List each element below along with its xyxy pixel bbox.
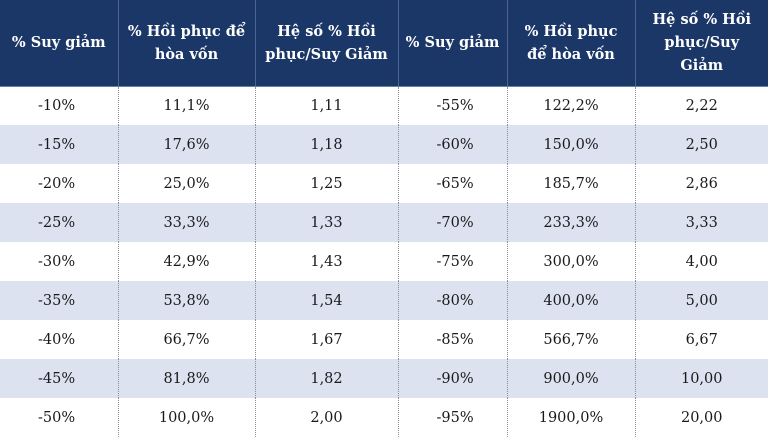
cell-ratio: 1,25 bbox=[255, 164, 399, 203]
cell-ratio: 1,11 bbox=[255, 86, 399, 125]
cell-drawdown: -10% bbox=[0, 86, 119, 125]
header-recovery-right: % Hồi phục để hòa vốn bbox=[507, 0, 636, 87]
header-drawdown-left: % Suy giảm bbox=[0, 0, 119, 87]
cell-recovery: 300,0% bbox=[507, 242, 636, 281]
table-row: -35% 53,8% 1,54 -80% 400,0% 5,00 bbox=[0, 281, 768, 320]
table-row: -25% 33,3% 1,33 -70% 233,3% 3,33 bbox=[0, 203, 768, 242]
cell-recovery: 81,8% bbox=[118, 359, 256, 398]
table-row: -45% 81,8% 1,82 -90% 900,0% 10,00 bbox=[0, 359, 768, 398]
cell-drawdown: -40% bbox=[0, 320, 119, 359]
cell-ratio: 5,00 bbox=[685, 292, 718, 309]
table-row: -30% 42,9% 1,43 -75% 300,0% 4,00 bbox=[0, 242, 768, 281]
cell-recovery: 11,1% bbox=[118, 86, 256, 125]
cell-drawdown: -65% bbox=[398, 164, 508, 203]
cell-ratio: 3,33 bbox=[685, 214, 718, 231]
cell-recovery: 185,7% bbox=[507, 164, 636, 203]
cell-ratio: 10,00 bbox=[680, 370, 723, 387]
header-row: % Suy giảm % Hồi phục để hòa vốn Hệ số %… bbox=[0, 0, 768, 87]
header-ratio-right: Hệ số % Hồi phục/Suy Giảm bbox=[635, 0, 768, 87]
cell-drawdown: -90% bbox=[398, 359, 508, 398]
cell-drawdown: -95% bbox=[398, 398, 508, 437]
table-row: -15% 17,6% 1,18 -60% 150,0% 2,50 bbox=[0, 125, 768, 164]
cell-ratio: 2,22 bbox=[685, 97, 718, 114]
header-ratio-left: Hệ số % Hồi phục/Suy Giảm bbox=[255, 0, 399, 87]
cell-drawdown: -80% bbox=[398, 281, 508, 320]
cell-drawdown: -15% bbox=[0, 125, 119, 164]
cell-recovery: 100,0% bbox=[118, 398, 256, 437]
cell-ratio: 1,43 bbox=[255, 242, 399, 281]
header-drawdown-right: % Suy giảm bbox=[398, 0, 508, 87]
cell-recovery: 150,0% bbox=[507, 125, 636, 164]
cell-drawdown: -85% bbox=[398, 320, 508, 359]
cell-recovery: 17,6% bbox=[118, 125, 256, 164]
cell-recovery: 66,7% bbox=[118, 320, 256, 359]
cell-ratio: 2,50 bbox=[685, 136, 718, 153]
cell-ratio: 2,86 bbox=[685, 175, 718, 192]
header-recovery-left: % Hồi phục để hòa vốn bbox=[118, 0, 256, 87]
table-row: -20% 25,0% 1,25 -65% 185,7% 2,86 bbox=[0, 164, 768, 203]
cell-ratio: 1,82 bbox=[255, 359, 399, 398]
cell-drawdown: -35% bbox=[0, 281, 119, 320]
cell-recovery: 122,2% bbox=[507, 86, 636, 125]
cell-drawdown: -30% bbox=[0, 242, 119, 281]
cell-drawdown: -75% bbox=[398, 242, 508, 281]
cell-recovery: 400,0% bbox=[507, 281, 636, 320]
cell-ratio: 1,67 bbox=[255, 320, 399, 359]
table-row: -10% 11,1% 1,11 -55% 122,2% 2,22 bbox=[0, 86, 768, 125]
cell-recovery: 1900,0% bbox=[507, 398, 636, 437]
cell-ratio: 6,67 bbox=[685, 331, 718, 348]
cell-ratio: 2,00 bbox=[255, 398, 399, 437]
cell-drawdown: -50% bbox=[0, 398, 119, 437]
cell-drawdown: -70% bbox=[398, 203, 508, 242]
cell-ratio: 1,33 bbox=[255, 203, 399, 242]
cell-drawdown: -55% bbox=[398, 86, 508, 125]
table-row: -50% 100,0% 2,00 -95% 1900,0% 20,00 bbox=[0, 398, 768, 437]
table-row: -40% 66,7% 1,67 -85% 566,7% 6,67 bbox=[0, 320, 768, 359]
cell-recovery: 900,0% bbox=[507, 359, 636, 398]
cell-drawdown: -60% bbox=[398, 125, 508, 164]
cell-recovery: 566,7% bbox=[507, 320, 636, 359]
cell-recovery: 233,3% bbox=[507, 203, 636, 242]
cell-recovery: 53,8% bbox=[118, 281, 256, 320]
cell-drawdown: -20% bbox=[0, 164, 119, 203]
cell-recovery: 42,9% bbox=[118, 242, 256, 281]
cell-recovery: 33,3% bbox=[118, 203, 256, 242]
cell-recovery: 25,0% bbox=[118, 164, 256, 203]
cell-ratio: 4,00 bbox=[685, 253, 718, 270]
cell-ratio: 1,18 bbox=[255, 125, 399, 164]
cell-drawdown: -45% bbox=[0, 359, 119, 398]
cell-drawdown: -25% bbox=[0, 203, 119, 242]
cell-ratio: 20,00 bbox=[680, 409, 723, 426]
cell-ratio: 1,54 bbox=[255, 281, 399, 320]
